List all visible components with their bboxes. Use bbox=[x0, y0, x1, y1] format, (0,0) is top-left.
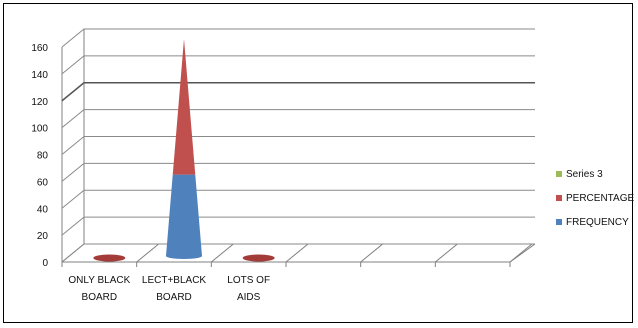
floor-divider bbox=[211, 243, 234, 263]
y-axis-ticks: 0 20 40 60 80 100 120 140 160 bbox=[31, 43, 48, 269]
x-category-label: BOARD bbox=[156, 292, 192, 303]
y-tick-label: 0 bbox=[42, 258, 48, 269]
chart-walls bbox=[61, 29, 536, 267]
y-tick-label: 160 bbox=[31, 43, 48, 54]
y-tick-label: 60 bbox=[37, 177, 49, 188]
gridline bbox=[61, 136, 535, 155]
cone-base-disc bbox=[242, 254, 275, 262]
x-category-label: LOTS OF bbox=[227, 275, 270, 286]
legend-label: Series 3 bbox=[566, 169, 603, 180]
x-category-label: AIDS bbox=[237, 292, 261, 303]
gridlines bbox=[61, 28, 535, 263]
legend-swatch bbox=[556, 219, 562, 225]
floor-divider bbox=[360, 243, 383, 263]
cone-segment-frequency bbox=[166, 174, 202, 256]
y-tick-label: 120 bbox=[31, 97, 48, 108]
gridline bbox=[61, 189, 535, 209]
x-category-label: LECT+BLACK bbox=[142, 275, 207, 286]
legend-label: FREQUENCY bbox=[566, 217, 629, 228]
floor-divider bbox=[435, 243, 458, 263]
y-tick-label: 20 bbox=[37, 231, 49, 242]
y-tick-label: 140 bbox=[31, 70, 48, 81]
legend: Series 3 PERCENTAGE FREQUENCY bbox=[556, 169, 634, 228]
y-tick-label: 100 bbox=[31, 124, 48, 135]
gridline bbox=[61, 55, 535, 75]
gridline bbox=[61, 28, 535, 48]
cone-base-ellipse bbox=[166, 253, 202, 259]
gridline bbox=[61, 216, 535, 236]
legend-label: PERCENTAGE bbox=[566, 193, 634, 204]
gridline bbox=[61, 243, 535, 263]
cone-base-disc bbox=[93, 254, 126, 262]
floor-divider bbox=[509, 243, 533, 263]
floor-divider bbox=[285, 243, 309, 263]
gridline bbox=[61, 162, 535, 182]
legend-swatch bbox=[556, 171, 562, 177]
floor-divider bbox=[136, 243, 159, 263]
x-category-label: ONLY BLACK bbox=[68, 275, 130, 286]
y-tick-label: 40 bbox=[37, 204, 49, 215]
floor-edge bbox=[62, 243, 536, 263]
gridline bbox=[61, 82, 535, 102]
x-axis-categories: ONLY BLACK BOARD LECT+BLACK BOARD LOTS OF AID… bbox=[68, 275, 270, 303]
y-tick-label: 80 bbox=[37, 151, 49, 162]
x-category-label: BOARD bbox=[82, 292, 118, 303]
cone-segment-percentage bbox=[172, 39, 196, 175]
gridline bbox=[61, 109, 535, 129]
data-marks bbox=[93, 39, 275, 262]
legend-swatch bbox=[556, 195, 562, 201]
